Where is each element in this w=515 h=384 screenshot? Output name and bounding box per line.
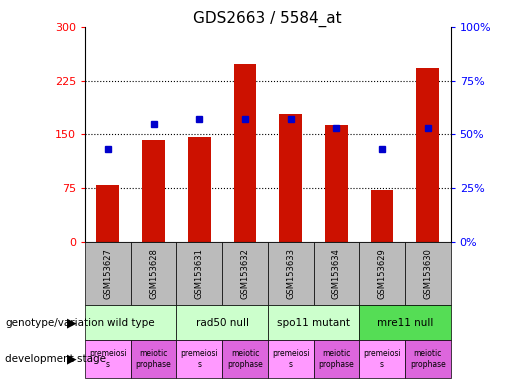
Text: GSM153632: GSM153632 [241, 248, 249, 299]
Text: GSM153634: GSM153634 [332, 248, 341, 299]
Bar [405, 242, 451, 305]
Text: rad50 null: rad50 null [196, 318, 249, 328]
Bar [359, 305, 451, 340]
Bar [222, 340, 268, 378]
Bar [85, 242, 131, 305]
Title: GDS2663 / 5584_at: GDS2663 / 5584_at [194, 11, 342, 27]
Bar [325, 125, 348, 242]
Bar [85, 305, 176, 340]
Bar [268, 242, 314, 305]
Text: GSM153627: GSM153627 [104, 248, 112, 299]
Text: development stage: development stage [5, 354, 106, 364]
Bar [314, 340, 359, 378]
Text: wild type: wild type [107, 318, 154, 328]
Bar [176, 305, 268, 340]
Text: mre11 null: mre11 null [377, 318, 433, 328]
Bar [416, 68, 439, 242]
Bar [131, 340, 176, 378]
Bar [279, 114, 302, 242]
Text: meiotic
prophase: meiotic prophase [135, 349, 171, 369]
Text: spo11 mutant: spo11 mutant [277, 318, 350, 328]
Bar [233, 64, 256, 242]
Text: ▶: ▶ [67, 353, 77, 366]
Text: meiotic
prophase: meiotic prophase [318, 349, 354, 369]
Bar [359, 340, 405, 378]
Bar [176, 242, 222, 305]
Bar [268, 305, 359, 340]
Text: GSM153633: GSM153633 [286, 248, 295, 299]
Bar [268, 340, 314, 378]
Text: GSM153631: GSM153631 [195, 248, 204, 299]
Text: premeiosi
s: premeiosi s [89, 349, 127, 369]
Bar [222, 242, 268, 305]
Text: premeiosi
s: premeiosi s [180, 349, 218, 369]
Text: GSM153630: GSM153630 [423, 248, 432, 299]
Bar [131, 242, 176, 305]
Bar [85, 340, 131, 378]
Text: GSM153629: GSM153629 [377, 248, 387, 299]
Bar [359, 242, 405, 305]
Bar [314, 242, 359, 305]
Bar [142, 140, 165, 242]
Text: ▶: ▶ [67, 316, 77, 329]
Text: meiotic
prophase: meiotic prophase [410, 349, 445, 369]
Text: premeiosi
s: premeiosi s [272, 349, 310, 369]
Bar [176, 340, 222, 378]
Text: premeiosi
s: premeiosi s [363, 349, 401, 369]
Text: GSM153628: GSM153628 [149, 248, 158, 299]
Text: genotype/variation: genotype/variation [5, 318, 104, 328]
Text: meiotic
prophase: meiotic prophase [227, 349, 263, 369]
Bar [188, 137, 211, 242]
Bar [96, 185, 119, 242]
Bar [371, 190, 393, 242]
Bar [405, 340, 451, 378]
